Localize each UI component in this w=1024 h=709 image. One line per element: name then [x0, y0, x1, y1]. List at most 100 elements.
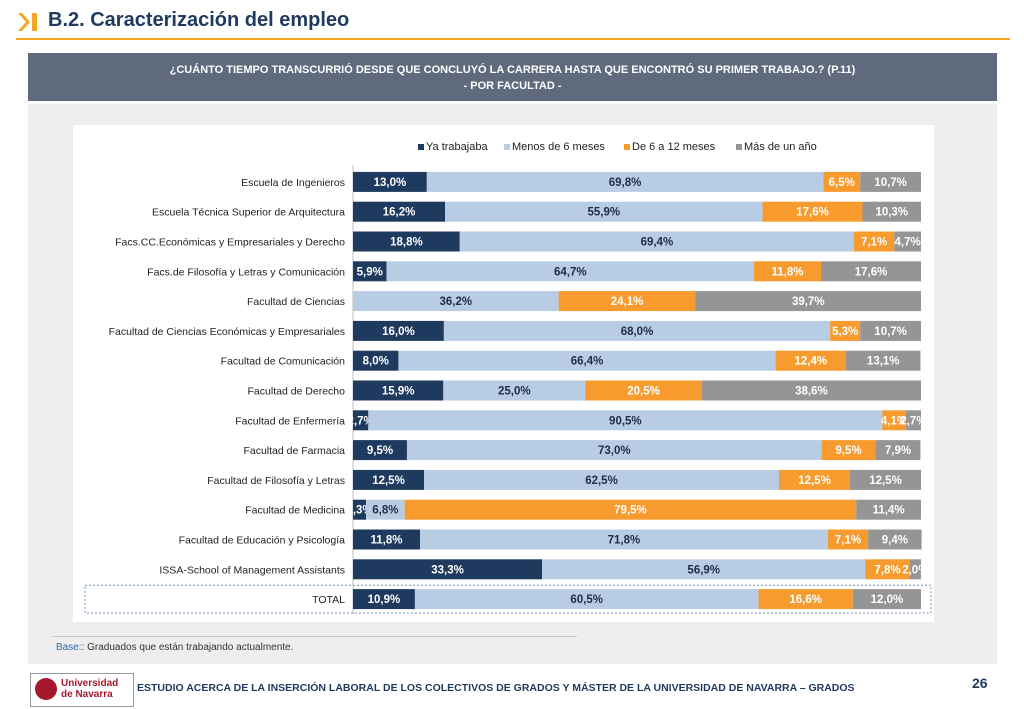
data-label: 13,0% — [374, 177, 407, 189]
data-label: 33,3% — [431, 564, 464, 576]
data-label: 90,5% — [609, 415, 642, 427]
base-label: Base: — [56, 642, 82, 653]
data-label: 4,7% — [895, 237, 921, 249]
data-label: 12,5% — [798, 475, 831, 487]
data-label: 9,5% — [367, 445, 393, 457]
footer-title: ESTUDIO ACERCA DE LA INSERCIÓN LABORAL D… — [137, 682, 855, 694]
data-label: 62,5% — [585, 475, 618, 487]
category-label: Facultad de Ciencias Económicas y Empres… — [109, 326, 345, 338]
data-label: 64,7% — [554, 266, 587, 278]
university-seal-icon — [35, 678, 57, 700]
bar-segment — [368, 410, 883, 431]
bar-segment — [821, 440, 876, 461]
bar-segment — [353, 440, 407, 461]
data-label: 16,2% — [383, 207, 416, 219]
category-label: Facultad de Ciencias — [247, 296, 345, 308]
category-label: Facs.CC.Económicas y Empresariales y Der… — [115, 237, 345, 249]
bar-segment — [353, 529, 421, 550]
logo-line-2: de Navarra — [61, 689, 113, 700]
category-label: Escuela de Ingenieros — [241, 177, 345, 189]
total-row-highlight — [84, 584, 932, 614]
data-label: 17,6% — [796, 207, 829, 219]
data-label: 10,7% — [874, 177, 907, 189]
data-label: 68,0% — [621, 326, 654, 338]
data-label: 9,5% — [835, 445, 861, 457]
bar-segment — [404, 499, 857, 520]
bar-segment — [353, 410, 369, 431]
legend-label: De 6 a 12 meses — [632, 141, 716, 153]
legend-swatch — [736, 144, 742, 150]
data-label: 79,5% — [614, 505, 647, 517]
data-label: 17,6% — [855, 266, 888, 278]
data-label: 11,8% — [371, 535, 403, 547]
bar-segment — [443, 380, 586, 401]
bar-segment — [558, 291, 696, 312]
category-label: Facultad de Educación y Psicología — [179, 535, 346, 547]
bar-segment — [542, 559, 866, 580]
base-text: : Graduados que están trabajando actualm… — [81, 642, 294, 653]
university-logo: Universidad de Navarra — [30, 673, 134, 707]
bar-segment — [420, 529, 828, 550]
bar-segment — [882, 410, 906, 431]
data-label: 2,0% — [902, 564, 928, 576]
title-divider — [16, 38, 1010, 40]
data-label: 39,7% — [792, 296, 825, 308]
bar-segment — [758, 589, 853, 610]
data-label: 8,0% — [363, 356, 389, 368]
legend-swatch — [504, 144, 510, 150]
bar-segment — [846, 350, 921, 371]
data-label: 5,3% — [832, 326, 858, 338]
data-label: 10,3% — [875, 207, 908, 219]
bar-segment — [353, 320, 444, 341]
category-label: ISSA-School of Management Assistants — [159, 564, 345, 576]
category-label: Facultad de Comunicación — [221, 356, 345, 368]
data-label: 12,5% — [372, 475, 405, 487]
bar-segment — [414, 589, 759, 610]
bar-segment — [353, 231, 460, 252]
data-label: 20,5% — [627, 386, 660, 398]
header-logo-mark — [16, 10, 40, 34]
bar-segment — [868, 529, 922, 550]
data-label: 56,9% — [687, 564, 720, 576]
legend-swatch — [418, 144, 424, 150]
bar-segment — [762, 201, 863, 222]
data-label: 4,1% — [881, 415, 907, 427]
data-label: 71,8% — [608, 535, 641, 547]
bar-segment — [585, 380, 702, 401]
bar-segment — [823, 171, 861, 192]
data-label: 16,0% — [382, 326, 415, 338]
bar-segment — [459, 231, 854, 252]
bar-segment — [909, 559, 921, 580]
question-subtitle: - POR FACULTAD - — [463, 80, 562, 92]
bar-segment — [821, 261, 921, 282]
data-label: 24,1% — [611, 296, 644, 308]
bar-segment — [754, 261, 822, 282]
data-label: 38,6% — [795, 386, 828, 398]
bar-segment — [353, 589, 415, 610]
bar-segment — [701, 380, 921, 401]
bar-segment — [779, 469, 850, 490]
bar-segment — [353, 291, 559, 312]
bar-segment — [695, 291, 921, 312]
bar-segment — [445, 201, 763, 222]
data-label: 7,1% — [835, 535, 861, 547]
bar-segment — [366, 499, 405, 520]
bar-segment — [862, 201, 921, 222]
bar-segment — [353, 469, 424, 490]
bar-segment — [860, 171, 921, 192]
data-label: 12,0% — [871, 594, 904, 606]
data-label: 9,4% — [882, 535, 908, 547]
stacked-bar-chart: Ya trabajaba Menos de 6 meses De 6 a 12 me… — [84, 141, 932, 614]
legend-label: Más de un año — [744, 141, 817, 153]
data-label: 2,7% — [348, 415, 374, 427]
data-label: 13,1% — [867, 356, 900, 368]
data-label: 66,4% — [571, 356, 604, 368]
data-label: 6,5% — [829, 177, 855, 189]
bar-segment — [426, 171, 824, 192]
data-label: 69,4% — [641, 237, 674, 249]
category-label: Facs.de Filosofía y Letras y Comunicació… — [147, 266, 345, 278]
data-label: 55,9% — [587, 207, 620, 219]
bar-segment — [905, 410, 921, 431]
data-label: 7,1% — [861, 237, 887, 249]
bar-segment — [865, 559, 910, 580]
